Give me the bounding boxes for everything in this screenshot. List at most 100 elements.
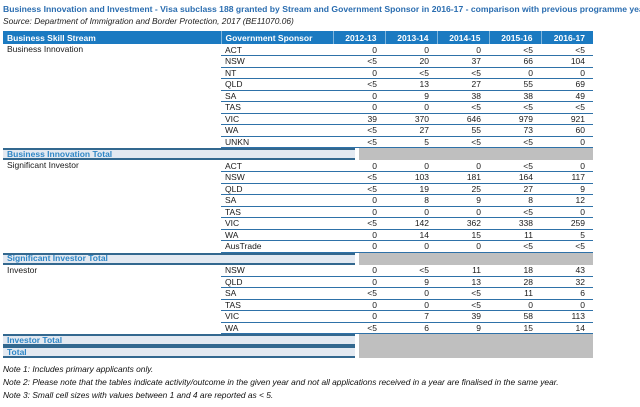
table-row: WA 0 14 15 11 5 <box>3 229 593 241</box>
total-gap <box>355 148 359 160</box>
value-cell: 0 <box>437 160 489 172</box>
value-cell: 104 <box>541 55 593 68</box>
value-cell: <5 <box>437 299 489 311</box>
sponsor-cell: WA <box>221 229 333 241</box>
section-total-row: Significant Investor Total <box>3 252 593 265</box>
table-row: Business Innovation ACT 0 0 0 <5 <5 <box>3 44 593 56</box>
value-cell: 0 <box>385 44 437 56</box>
value-cell: <5 <box>541 101 593 114</box>
value-cell: 13 <box>385 78 437 91</box>
total-band: Total <box>3 346 593 358</box>
value-cell: 25 <box>437 183 489 195</box>
section-total-row: Investor Total <box>3 334 593 346</box>
value-cell: 20 <box>385 55 437 68</box>
value-cell: 142 <box>385 217 437 230</box>
value-cell: 117 <box>541 171 593 184</box>
value-cell: 27 <box>385 124 437 137</box>
value-cell: 0 <box>333 276 385 288</box>
value-cell: 27 <box>437 78 489 91</box>
value-cell: 0 <box>333 229 385 241</box>
table-row: VIC <5 142 362 338 259 <box>3 217 593 230</box>
value-cell: <5 <box>333 124 385 137</box>
value-cell: <5 <box>385 67 437 79</box>
sponsor-cell: NSW <box>221 55 333 68</box>
table-row: AusTrade 0 0 0 <5 <5 <box>3 240 593 253</box>
value-cell: 0 <box>541 206 593 218</box>
value-cell: 8 <box>489 194 541 207</box>
value-cell: 259 <box>541 217 593 230</box>
sponsor-cell: QLD <box>221 276 333 288</box>
value-cell: <5 <box>437 287 489 300</box>
sponsor-cell: SA <box>221 194 333 207</box>
sponsor-cell: NT <box>221 67 333 79</box>
column-header: Government Sponsor <box>220 31 333 44</box>
value-cell: 9 <box>385 276 437 288</box>
value-cell: 370 <box>385 113 437 125</box>
suppressed-total-cell <box>359 346 593 358</box>
footnote-2: Note 2: Please note that the tables indi… <box>3 377 559 387</box>
value-cell: <5 <box>333 217 385 230</box>
value-cell: 73 <box>489 124 541 137</box>
total-gap <box>355 252 359 265</box>
value-cell: 39 <box>333 113 385 125</box>
value-cell: <5 <box>489 206 541 218</box>
value-cell: 37 <box>437 55 489 68</box>
value-cell: <5 <box>333 171 385 184</box>
value-cell: <5 <box>489 160 541 172</box>
value-cell: 9 <box>437 322 489 334</box>
value-cell: 0 <box>333 101 385 114</box>
table-row: VIC 0 7 39 58 113 <box>3 310 593 323</box>
value-cell: 362 <box>437 217 489 230</box>
sponsor-cell: SA <box>221 90 333 102</box>
value-cell: 0 <box>333 44 385 56</box>
value-cell: 15 <box>489 322 541 334</box>
sponsor-cell: NSW <box>221 264 333 277</box>
table-row: TAS 0 0 <5 <5 <5 <box>3 101 593 114</box>
value-cell: 60 <box>541 124 593 137</box>
stream-cell: Business Innovation <box>7 44 84 54</box>
table-row: Investor NSW 0 <5 11 18 43 <box>3 264 593 277</box>
value-cell: 0 <box>385 101 437 114</box>
total-band: Significant Investor Total <box>3 252 593 265</box>
total-gap <box>355 334 359 346</box>
value-cell: 0 <box>333 160 385 172</box>
table-row: NT 0 <5 <5 0 0 <box>3 67 593 79</box>
value-cell: 39 <box>437 310 489 323</box>
table-row: NSW <5 103 181 164 117 <box>3 171 593 184</box>
value-cell: <5 <box>489 136 541 148</box>
column-header: 2012-13 <box>332 31 385 44</box>
footnotes: Note 1: Includes primary applicants only… <box>3 363 640 402</box>
value-cell: 113 <box>541 310 593 323</box>
value-cell: 55 <box>437 124 489 137</box>
column-header: 2016-17 <box>540 31 593 44</box>
table-header-row: Business Skill Stream Government Sponsor 2… <box>3 31 593 44</box>
table-row: TAS 0 0 <5 0 0 <box>3 299 593 311</box>
table-row: NSW <5 20 37 66 104 <box>3 55 593 68</box>
value-cell: 12 <box>541 194 593 207</box>
value-cell: 0 <box>489 67 541 79</box>
value-cell: 646 <box>437 113 489 125</box>
sponsor-cell: AusTrade <box>221 240 333 253</box>
value-cell: 9 <box>385 90 437 102</box>
value-cell: 338 <box>489 217 541 230</box>
footnote-3: Note 3: Small cell sizes with values bet… <box>3 390 274 400</box>
value-cell: 18 <box>489 264 541 277</box>
value-cell: 0 <box>541 67 593 79</box>
value-cell: 0 <box>541 299 593 311</box>
value-cell: 11 <box>489 229 541 241</box>
value-cell: 164 <box>489 171 541 184</box>
value-cell: 979 <box>489 113 541 125</box>
value-cell: 0 <box>541 160 593 172</box>
sponsor-cell: QLD <box>221 183 333 195</box>
value-cell: <5 <box>437 101 489 114</box>
value-cell: 6 <box>385 322 437 334</box>
suppressed-total-cell <box>359 252 593 265</box>
value-cell: <5 <box>489 101 541 114</box>
value-cell: 0 <box>437 206 489 218</box>
table-row: Significant Investor ACT 0 0 0 <5 0 <box>3 160 593 172</box>
value-cell: 14 <box>385 229 437 241</box>
sponsor-cell: QLD <box>221 78 333 91</box>
sponsor-cell: TAS <box>221 101 333 114</box>
sponsor-cell: VIC <box>221 113 333 125</box>
value-cell: 9 <box>437 194 489 207</box>
